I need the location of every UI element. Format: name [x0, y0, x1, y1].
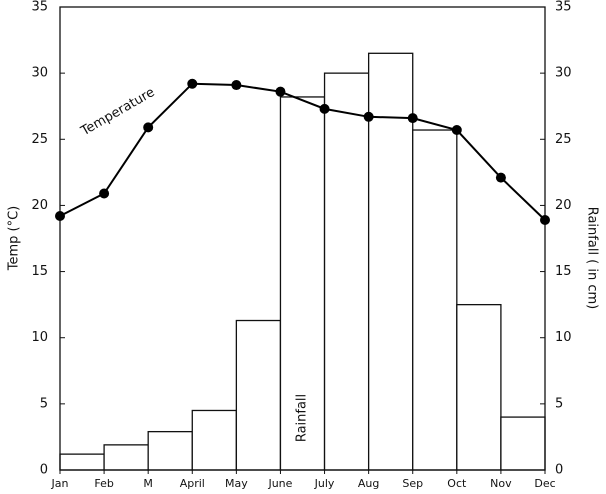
y2-axis-label: Rainfall ( in cm): [585, 207, 600, 310]
bar: [456, 303, 502, 471]
y-tick-label: 25: [31, 132, 48, 147]
y2-tick-label: 15: [555, 264, 572, 279]
temperature-point: [143, 122, 154, 133]
bar: [367, 52, 414, 471]
x-tick-label: M: [143, 477, 153, 490]
y2-tick-label: 35: [555, 0, 572, 15]
bar: [279, 96, 326, 471]
x-tick-label: Aug: [358, 477, 379, 490]
series-label: Rainfall: [295, 394, 310, 442]
bar: [147, 430, 193, 471]
y-tick-label: 35: [31, 0, 48, 15]
temperature-point: [451, 125, 462, 136]
temperature-point: [55, 211, 65, 222]
x-tick-label: Feb: [94, 477, 113, 490]
y2-tick-label: 20: [555, 198, 572, 213]
y-tick-label: 15: [31, 264, 48, 279]
bar: [412, 129, 458, 471]
x-tick-label: Dec: [534, 477, 555, 490]
y-axis-label: Temp (°C): [7, 206, 22, 272]
temperature-point: [495, 172, 506, 183]
y2-tick-label: 0: [555, 463, 563, 478]
y2-tick-label: 25: [555, 132, 572, 147]
bar: [103, 444, 149, 471]
x-tick-label: June: [267, 477, 292, 490]
temperature-line: [59, 82, 546, 221]
temperature-point: [99, 188, 110, 199]
temperature-point: [187, 78, 198, 89]
y-tick-label: 10: [31, 330, 48, 345]
bar: [323, 72, 370, 471]
bar: [191, 409, 238, 471]
temperature-point: [540, 214, 550, 225]
plot-frame: [59, 6, 546, 471]
bar: [500, 416, 546, 471]
temperature-point: [363, 111, 374, 122]
bar: [235, 319, 282, 471]
bar: [59, 453, 105, 471]
y-tick-label: 30: [31, 66, 48, 81]
x-tick-label: May: [225, 477, 248, 490]
temperature-point: [275, 86, 286, 97]
temperature-point: [231, 80, 242, 91]
x-tick-label: Jan: [51, 477, 69, 490]
y-tick-label: 20: [31, 198, 48, 213]
temperature-point: [407, 113, 418, 124]
x-tick-label: Oct: [447, 477, 467, 490]
x-tick-label: Nov: [490, 477, 512, 490]
x-tick-label: April: [180, 477, 205, 490]
y2-tick-label: 30: [555, 66, 572, 81]
x-tick-label: July: [314, 477, 335, 490]
y2-tick-label: 5: [555, 396, 563, 411]
y-tick-label: 5: [40, 396, 48, 411]
temperature-point: [319, 103, 330, 114]
y-tick-label: 0: [40, 463, 48, 478]
x-tick-label: Sep: [402, 477, 423, 490]
y2-tick-label: 10: [555, 330, 572, 345]
